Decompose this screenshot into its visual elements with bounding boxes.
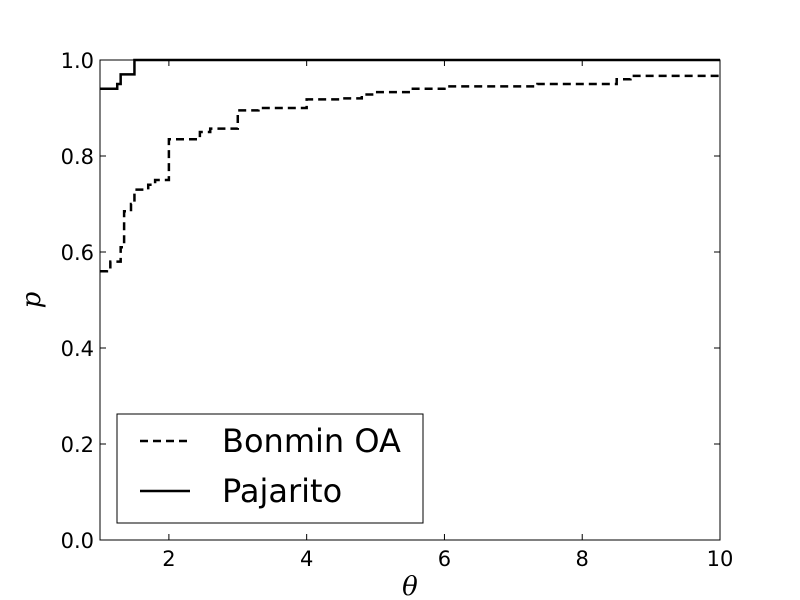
y-axis-label: p [17,291,47,308]
series-layer [100,58,722,273]
legend-box [116,413,424,524]
plot-frame [99,59,721,541]
x-tick-label: 6 [438,547,451,571]
y-tick-label: 0.6 [61,241,94,265]
ticks-layer [100,59,721,541]
tick-labels-layer: 2 4 6 8 10 0.0 0.2 0.4 0.6 0.8 1.0 [61,49,734,571]
y-tick-label: 0.4 [61,337,94,361]
series-line-pajarito [100,58,720,91]
x-tick-label: 10 [707,547,734,571]
x-tick-label: 4 [300,547,313,571]
legend: Bonmin OA Pajarito [116,413,424,524]
series-line-bonmin-oa [100,74,722,273]
x-tick-label: 2 [162,547,175,571]
legend-label: Pajarito [222,472,342,510]
legend-label: Bonmin OA [222,422,401,460]
y-tick-label: 0.8 [61,145,94,169]
x-tick-label: 8 [576,547,589,571]
y-tick-label: 0.2 [61,433,94,457]
y-tick-label: 0.0 [61,529,94,553]
y-tick-label: 1.0 [61,49,94,73]
x-axis-label: θ [402,572,418,600]
